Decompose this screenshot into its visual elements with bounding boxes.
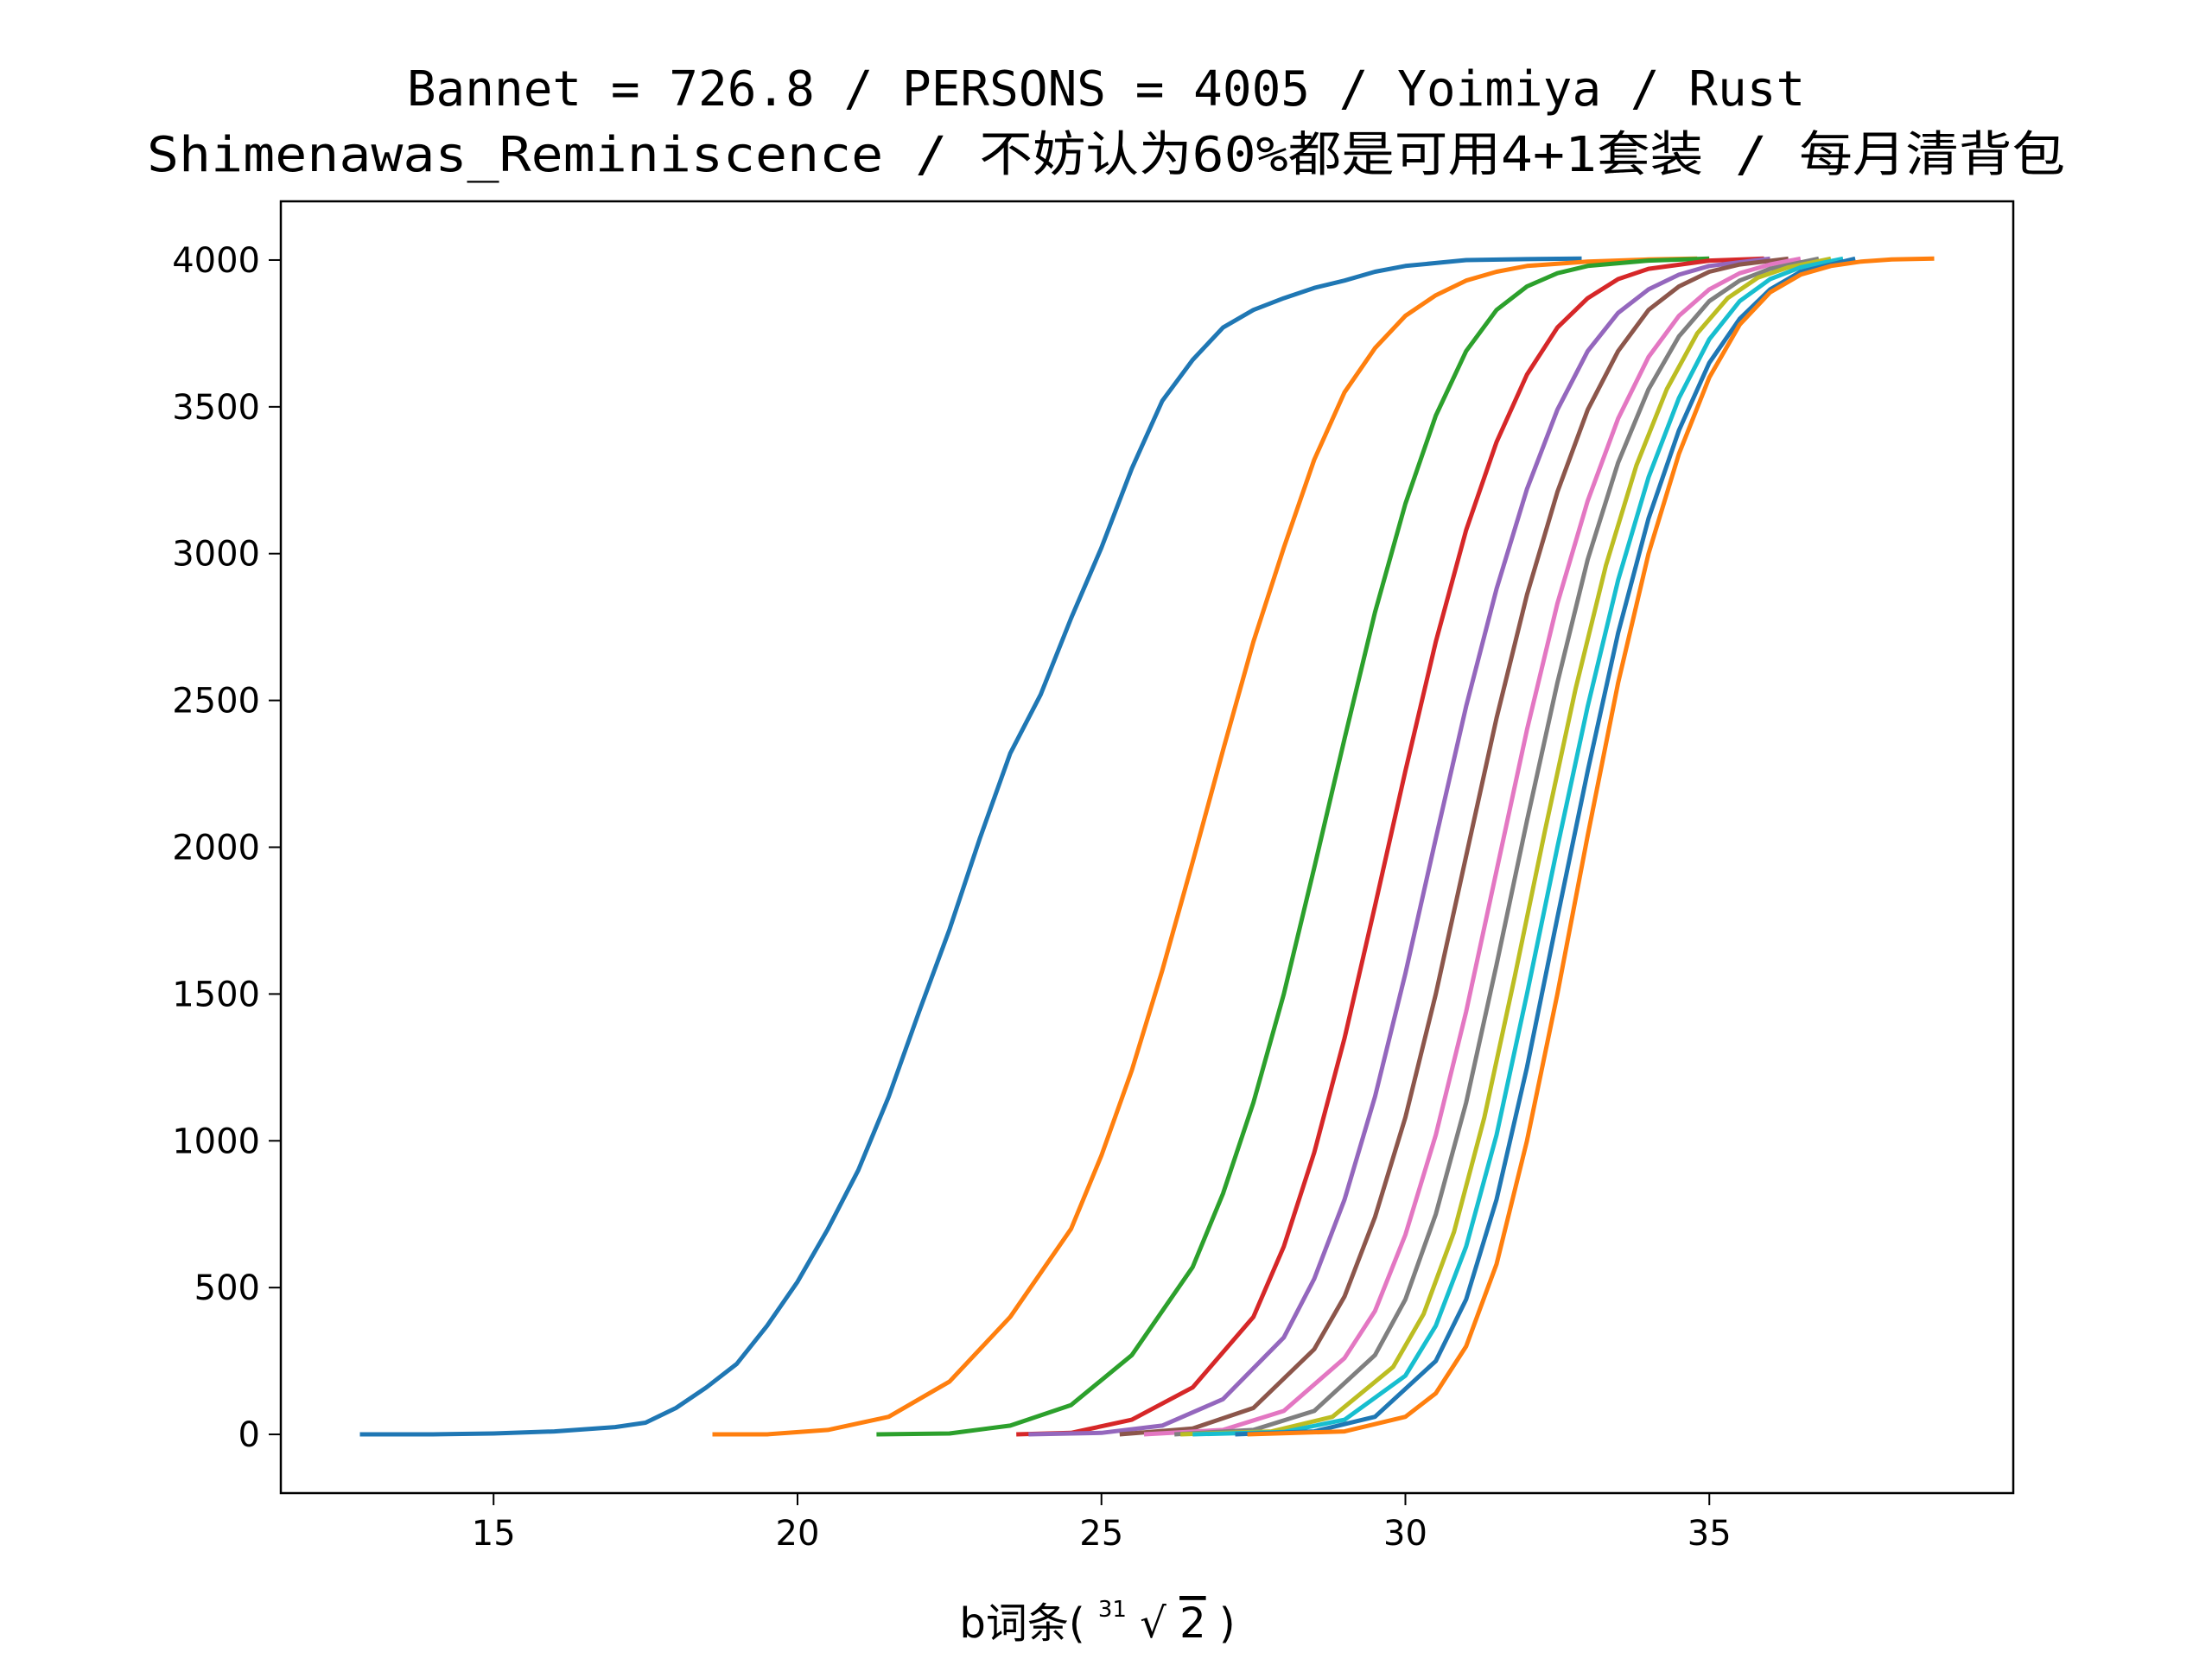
y-tick-label: 3000 (172, 535, 260, 575)
series-line-3 (876, 256, 1710, 1437)
series-line-2 (712, 256, 1698, 1437)
x-tick-label: 20 (776, 1514, 820, 1554)
x-axis-label-radicand: 2 (1179, 1599, 1206, 1648)
chart-title-line1: Bannet = 726.8 / PERSONS = 4005 / Yoimiy… (407, 61, 1805, 118)
y-tick-label: 2000 (172, 829, 260, 868)
series-line-1 (359, 256, 1582, 1437)
chart-title-line2: Shimenawas_Reminiscence / 不妨认为60%都是可用4+1… (147, 127, 2065, 183)
y-axis-ticks: 0 500 1000 1500 2000 2500 3000 3500 4000 (172, 241, 281, 1455)
x-tick-label: 35 (1688, 1514, 1732, 1554)
x-axis-label-prefix: b词条( (959, 1599, 1084, 1648)
series-line-7 (1143, 256, 1802, 1437)
y-tick-label: 1000 (172, 1122, 260, 1161)
series-line-10 (1192, 256, 1844, 1437)
x-tick-label: 30 (1383, 1514, 1427, 1554)
plot-series (359, 256, 1935, 1437)
x-tick-label: 15 (472, 1514, 516, 1554)
x-axis-ticks: 15 20 25 30 35 (472, 1493, 1732, 1554)
y-tick-label: 0 (238, 1415, 260, 1455)
y-tick-label: 500 (194, 1268, 260, 1308)
plot-frame (279, 200, 2015, 1495)
x-axis-label-root-index: 31 (1098, 1597, 1127, 1623)
series-line-11 (1235, 256, 1856, 1437)
series-line-8 (1174, 256, 1820, 1437)
x-axis-label: b词条( 31 √ 2 ) (959, 1579, 1235, 1648)
series-line-9 (1180, 256, 1832, 1437)
y-tick-label: 1500 (172, 975, 260, 1014)
series-line-4 (1016, 256, 1764, 1437)
y-tick-label: 2500 (172, 682, 260, 721)
y-tick-label: 4000 (172, 241, 260, 281)
series-line-12 (1247, 256, 1935, 1437)
series-line-5 (1028, 256, 1770, 1437)
x-axis-label-suffix: ) (1219, 1599, 1236, 1648)
x-tick-label: 25 (1079, 1514, 1123, 1554)
x-axis-label-radical-sign: √ (1140, 1599, 1166, 1648)
series-line-6 (1119, 256, 1789, 1437)
y-tick-label: 3500 (172, 388, 260, 428)
